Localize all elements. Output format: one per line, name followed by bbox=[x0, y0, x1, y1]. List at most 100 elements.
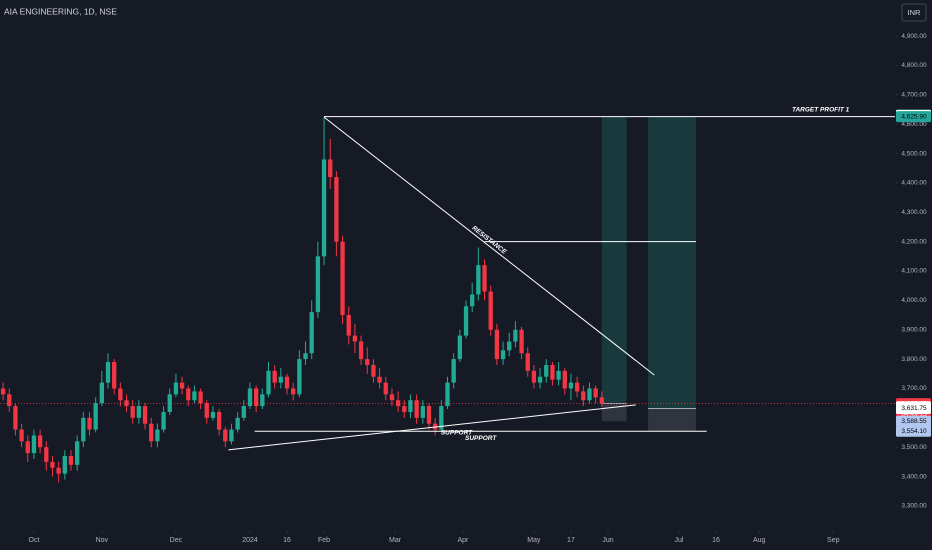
currency: INR bbox=[908, 8, 922, 17]
candle-body bbox=[44, 447, 49, 462]
candle-body bbox=[593, 388, 598, 398]
price-tag bbox=[896, 111, 931, 123]
chart-title: AIA ENGINEERING, 1D, NSE bbox=[4, 6, 117, 16]
candle-body bbox=[112, 362, 117, 389]
candle-body bbox=[562, 370, 567, 389]
candle-body bbox=[507, 341, 512, 351]
y-tick-label: 4,300.00 bbox=[901, 209, 927, 216]
candle-body bbox=[149, 423, 154, 442]
candle-body bbox=[439, 406, 444, 430]
trend-line bbox=[228, 404, 636, 451]
candle-body bbox=[186, 388, 191, 401]
candle-body bbox=[81, 417, 86, 442]
candle-body bbox=[210, 411, 216, 418]
x-tick-label: Oct bbox=[29, 537, 40, 544]
candle-body bbox=[537, 376, 543, 383]
candle-body bbox=[216, 411, 222, 430]
candle-body bbox=[352, 335, 358, 342]
candle-body bbox=[513, 329, 518, 342]
candle-body bbox=[7, 394, 12, 407]
candle-body bbox=[272, 370, 277, 383]
line-label: SUPPORT bbox=[465, 435, 497, 442]
y-tick-label: 3,500.00 bbox=[901, 444, 927, 451]
candle-body bbox=[99, 382, 105, 404]
price-axis bbox=[895, 0, 932, 550]
y-tick-label: 4,500.00 bbox=[901, 150, 927, 157]
price-tag bbox=[896, 403, 931, 415]
price-tag-label: 3,588.55 bbox=[901, 418, 927, 425]
candle-body bbox=[266, 370, 271, 395]
candle-body bbox=[50, 461, 55, 468]
candle-body bbox=[291, 388, 296, 395]
candle-body bbox=[303, 353, 308, 360]
candle-body bbox=[167, 394, 172, 412]
candle-body bbox=[105, 362, 111, 383]
candle-body bbox=[136, 406, 142, 418]
candle-body bbox=[346, 315, 351, 336]
candle-body bbox=[62, 456, 67, 474]
candle-body bbox=[377, 376, 382, 383]
candle-body bbox=[68, 456, 74, 465]
candle-body bbox=[408, 400, 413, 412]
candle-body bbox=[568, 382, 574, 389]
candle-body bbox=[309, 312, 314, 354]
candle-body bbox=[204, 403, 209, 418]
candle-body bbox=[241, 406, 246, 418]
candle-body bbox=[500, 350, 506, 360]
target-zone bbox=[648, 116, 696, 409]
y-tick-label: 4,000.00 bbox=[901, 297, 927, 304]
candle-body bbox=[340, 241, 345, 316]
x-tick-label: Dec bbox=[170, 537, 183, 544]
candle-body bbox=[223, 429, 228, 442]
x-tick-label: Jun bbox=[602, 537, 613, 544]
x-tick-label: 16 bbox=[712, 537, 720, 544]
candle-body bbox=[25, 441, 30, 454]
candle-body bbox=[260, 394, 265, 407]
y-tick-label: 4,800.00 bbox=[901, 62, 927, 69]
candle-body bbox=[31, 435, 37, 454]
candle-body bbox=[389, 394, 395, 401]
candle-body bbox=[235, 417, 240, 430]
candle-body bbox=[87, 417, 92, 430]
candle-body bbox=[334, 177, 339, 242]
candle-body bbox=[581, 391, 586, 401]
candle-body bbox=[599, 397, 604, 404]
candle-body bbox=[161, 411, 166, 430]
candle-body bbox=[198, 391, 203, 404]
price-tag bbox=[896, 425, 931, 437]
candle-body bbox=[531, 370, 537, 383]
y-tick-label: 3,400.00 bbox=[901, 473, 927, 480]
x-tick-label: Mar bbox=[389, 537, 402, 544]
y-tick-label: 3,800.00 bbox=[901, 356, 927, 363]
candle-body bbox=[365, 359, 370, 365]
candle-body bbox=[525, 353, 530, 371]
candle-body bbox=[179, 382, 185, 389]
line-label: SUPPORT bbox=[441, 429, 473, 436]
candle-body bbox=[328, 159, 333, 178]
candle-body bbox=[426, 406, 432, 424]
candle-body bbox=[470, 294, 475, 307]
candle-body bbox=[0, 388, 6, 395]
candle-body bbox=[482, 265, 487, 292]
candle-body bbox=[315, 256, 321, 313]
stop-zone bbox=[648, 408, 696, 432]
countdown: 04:49:15 bbox=[901, 411, 927, 418]
candle-body bbox=[488, 291, 493, 330]
candle-body bbox=[37, 435, 43, 448]
candle-body bbox=[587, 388, 592, 401]
x-tick-label: 2024 bbox=[242, 537, 258, 544]
candle-body bbox=[519, 329, 524, 354]
axis-layer: 4,900.00 4,800.00 4,700.00 4,600.00 4,500.00… bbox=[29, 33, 931, 544]
price-tag-label: 3,631.75 bbox=[901, 405, 927, 412]
candle-body bbox=[74, 441, 80, 465]
currency-box[interactable] bbox=[901, 3, 927, 22]
candle-body bbox=[414, 400, 419, 418]
candle-body bbox=[13, 406, 18, 430]
y-tick-label: 3,900.00 bbox=[901, 326, 927, 333]
price-tag-label: 3,554.10 bbox=[901, 428, 927, 435]
candle-body bbox=[457, 335, 463, 360]
y-tick-label: 4,200.00 bbox=[901, 238, 927, 245]
